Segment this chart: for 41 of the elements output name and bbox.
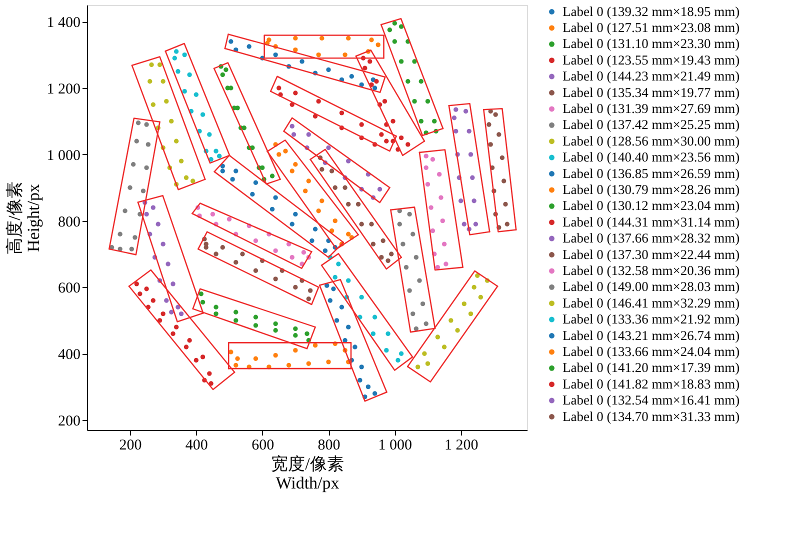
legend-label: Label 0 (128.56 mm×30.00 mm) xyxy=(562,133,740,148)
legend-label: Label 0 (141.20 mm×17.39 mm) xyxy=(562,360,740,376)
y-tick-label: 800 xyxy=(58,214,80,230)
y-tick-label: 600 xyxy=(58,280,80,297)
legend-label: Label 0 (137.66 mm×28.32 mm) xyxy=(562,230,740,246)
legend-label: Label 0 (135.34 mm×19.77 mm) xyxy=(562,84,740,100)
legend-label: Label 0 (141.82 mm×18.83 mm) xyxy=(562,376,740,392)
x-tick-label: 800 xyxy=(318,438,340,454)
y-tick-label: 400 xyxy=(58,347,80,364)
legend-label: Label 0 (144.31 mm×31.14 mm) xyxy=(562,214,740,230)
legend-label: Label 0 (137.42 mm×25.25 mm) xyxy=(562,117,740,132)
legend-label: Label 0 (131.39 mm×27.69 mm) xyxy=(562,100,740,116)
legend-label: Label 0 (131.10 mm×23.30 mm) xyxy=(562,36,740,52)
x-tick-label: 200 xyxy=(119,438,142,454)
x-tick-label: 400 xyxy=(185,438,208,454)
legend-label: Label 0 (134.70 mm×31.33 mm) xyxy=(562,408,740,424)
legend-label: Label 0 (140.40 mm×23.56 mm) xyxy=(562,150,740,165)
legend-label: Label 0 (144.23 mm×21.49 mm) xyxy=(562,68,740,84)
legend-label: Label 0 (132.54 mm×16.41 mm) xyxy=(562,392,740,408)
legend-label: Label 0 (146.41 mm×32.29 mm) xyxy=(562,295,740,310)
legend-label: Label 0 (136.85 mm×26.59 mm) xyxy=(562,166,740,181)
y-tick-label: 1 000 xyxy=(46,148,80,164)
legend-label: Label 0 (127.51 mm×23.08 mm) xyxy=(562,20,740,35)
y-tick-label: 200 xyxy=(58,414,80,430)
legend-label: Label 0 (137.30 mm×22.44 mm) xyxy=(562,246,740,262)
y-tick-label: 1 400 xyxy=(46,15,80,32)
legend-label: Label 0 (130.79 mm×28.26 mm) xyxy=(562,182,740,197)
y-axis-title: 高度/像素 Height/px xyxy=(4,182,43,254)
legend-label: Label 0 (143.21 mm×26.74 mm) xyxy=(562,328,740,343)
x-tick-label: 1 200 xyxy=(444,438,478,454)
legend-label: Label 0 (149.00 mm×28.03 mm) xyxy=(562,279,740,294)
x-tick-label: 600 xyxy=(252,438,274,454)
legend-label: Label 0 (123.55 mm×19.43 mm) xyxy=(562,52,740,68)
legend-label: Label 0 (132.58 mm×20.36 mm) xyxy=(562,262,740,278)
legend-label: Label 0 (133.36 mm×21.92 mm) xyxy=(562,312,740,327)
legend-label: Label 0 (130.12 mm×23.04 mm) xyxy=(562,198,740,214)
x-axis-title: 宽度/像素 Width/px xyxy=(271,454,344,492)
legend-label: Label 0 (133.66 mm×24.04 mm) xyxy=(562,344,740,359)
x-tick-label: 1 000 xyxy=(378,438,412,454)
legend-label: Label 0 (139.32 mm×18.95 mm) xyxy=(562,4,740,19)
y-tick-label: 1 200 xyxy=(46,82,80,98)
